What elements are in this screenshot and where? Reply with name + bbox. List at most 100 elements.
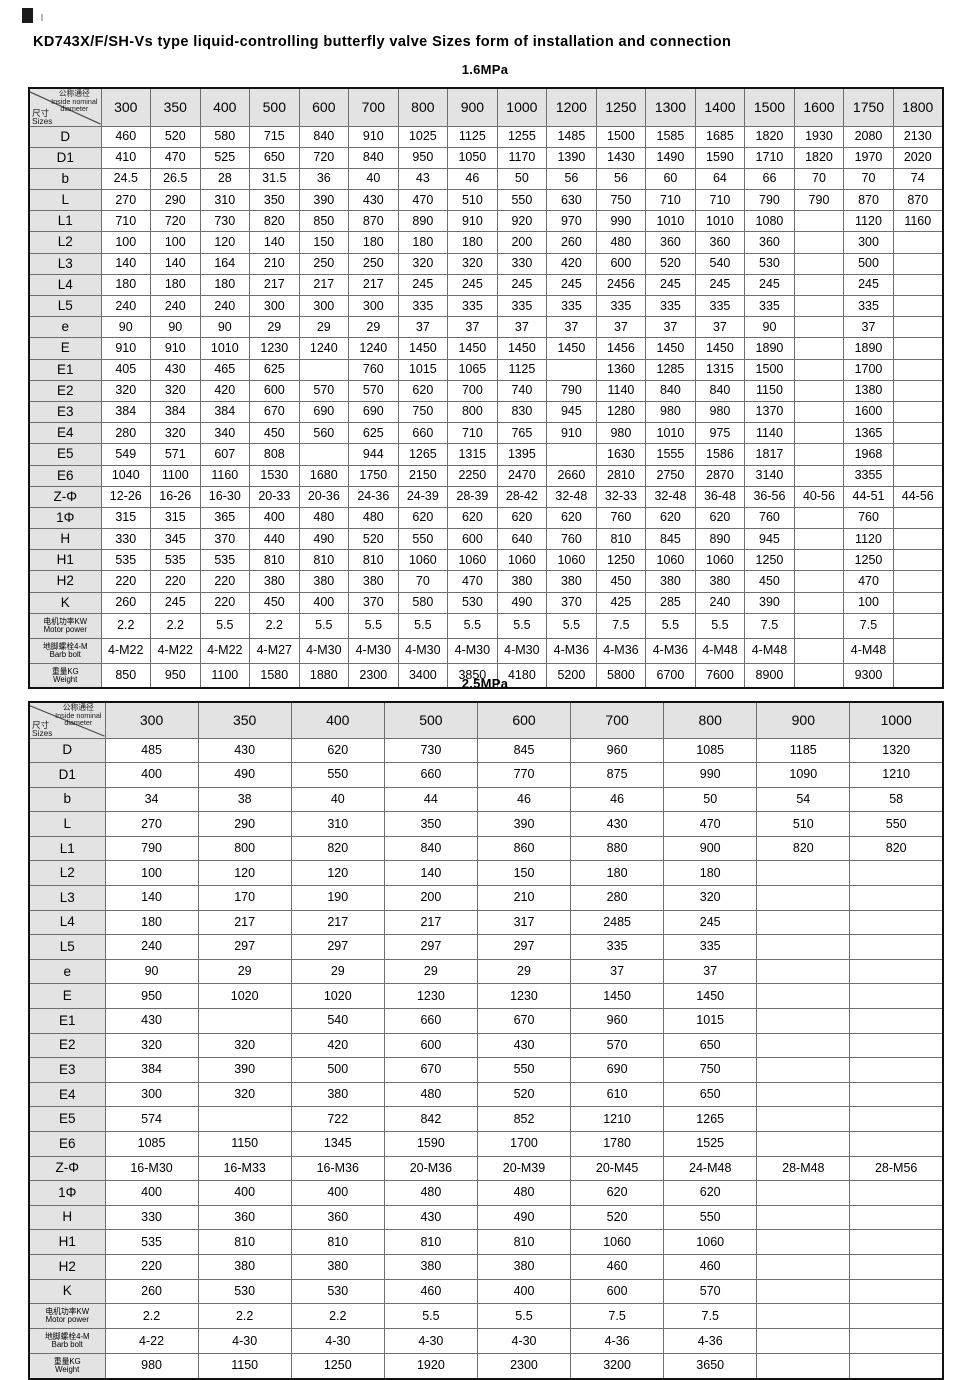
cell: 900 [663,835,758,862]
cell: 710 [645,189,696,212]
cell: 1456 [595,337,647,360]
cell: 490 [197,762,292,788]
cell: 350 [383,811,478,837]
cell: 3355 [843,464,894,487]
cell: 37 [595,316,647,339]
cell: 20-33 [249,485,300,508]
cell [892,612,944,639]
cell: 1210 [849,762,944,788]
cell [793,210,845,233]
cell: 730 [199,210,251,233]
cell: 150 [476,860,572,887]
cell: 335 [570,934,665,960]
column-header-1250: 1250 [595,87,647,127]
table-row: H1 535 535 535 810 810 810 1060 1060 1060 1060 1250… [28,549,944,572]
cell: 317 [476,909,572,936]
cell: 1100 [199,662,251,689]
cell: 46 [570,786,665,813]
cell: 20-M45 [570,1155,665,1182]
cell: 384 [150,400,201,424]
cell: 245 [150,591,201,614]
cell [892,662,944,689]
table-row: 电机功率KW Motor power 2.2 2.2 2.2 5.5 5.5 7.5 7.5 [28,1303,944,1330]
cell: 740 [496,379,548,402]
cell: 164 [199,252,251,275]
row-label-h1: H1 [28,1229,106,1255]
cell: 620 [694,506,746,530]
cell: 660 [383,762,478,788]
cell: 890 [694,528,746,551]
cell: 975 [694,422,746,445]
cell: 7.5 [744,612,795,639]
cell: 2456 [595,273,647,297]
column-header-900: 900 [447,87,498,127]
cell: 1010 [645,422,696,445]
cell: 1125 [496,358,548,381]
cell: 1230 [476,983,572,1010]
cell: 1345 [290,1131,385,1157]
cell: 56 [595,167,647,191]
row-label-weight-cn: 重量KG [51,666,79,676]
cell [298,443,350,466]
cell: 5800 [595,662,647,689]
column-header-600: 600 [298,87,350,127]
cell: 760 [348,358,399,381]
cell: 40 [348,167,399,191]
cell: 890 [397,210,449,233]
cell: 29 [348,316,399,339]
cell: 960 [570,737,665,764]
cell: 470 [150,146,201,169]
row-label-d1: D1 [28,762,106,788]
cell: 1210 [570,1106,665,1132]
table-header-row: 公称通径 Inside nominal diameter 尺寸 Sizes 300 350 4… [28,87,944,127]
cell: 600 [249,379,300,402]
cell [197,1008,292,1034]
cell: 425 [595,591,647,614]
cell: 245 [397,273,449,297]
cell: 500 [843,252,894,275]
row-label-h2: H2 [28,1253,106,1280]
cell: 32-48 [546,485,597,508]
cell: 980 [595,422,647,445]
column-header-800: 800 [397,87,449,127]
cell: 90 [104,958,199,985]
cell: 620 [397,506,449,530]
cell: 380 [249,570,300,593]
cell: 1025 [397,125,449,148]
table-row: E 950 1020 1020 1230 1230 1450 1450 [28,983,944,1010]
cell: 1780 [570,1131,665,1157]
cell: 297 [290,934,385,960]
cell: 4-M36 [645,637,696,664]
cell: 46 [476,786,572,813]
cell [756,958,851,985]
cell: 390 [744,591,795,614]
cell [756,1180,851,1206]
row-label-l1: L1 [28,835,106,862]
cell: 370 [546,591,597,614]
cell: 245 [496,273,548,297]
table-row: E6 1040 1100 1160 1530 1680 1750 2150 2250 2470 26… [28,464,944,487]
cell: 1250 [595,549,647,572]
cell [793,662,845,689]
cell: 29 [383,958,478,985]
cell: 1390 [546,146,597,169]
cell: 450 [744,570,795,593]
cell: 470 [663,811,758,837]
table-row: L3 140 170 190 200 210 280 320 [28,885,944,911]
cell: 220 [199,570,251,593]
cell: 100 [104,860,199,887]
cell: 28 [199,167,251,191]
cell: 3650 [663,1353,758,1380]
row-label-1: 1Φ [28,506,102,530]
row-label-l5: L5 [28,934,106,960]
cell: 4-M30 [298,637,350,664]
cell: 1060 [663,1229,758,1255]
cell: 5.5 [298,612,350,639]
cell: 58 [849,786,944,813]
cell: 2750 [645,464,696,487]
table-row: H 330 360 360 430 490 520 550 [28,1204,944,1231]
cell: 270 [100,189,152,212]
cell: 140 [150,252,201,275]
cell: 410 [100,146,152,169]
table-row: E5 574 722 842 852 1210 1265 [28,1106,944,1132]
